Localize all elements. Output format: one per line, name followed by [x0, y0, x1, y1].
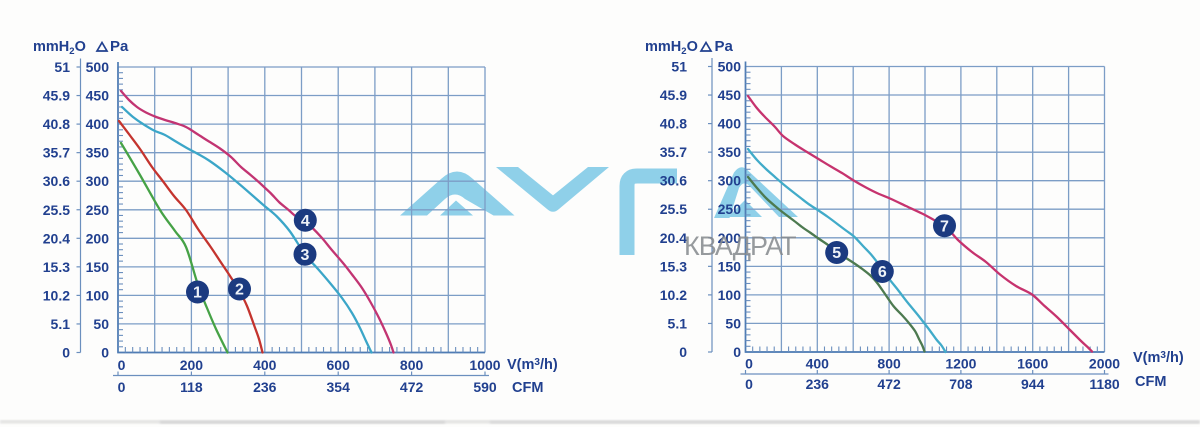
svg-text:944: 944 — [1021, 376, 1045, 392]
svg-text:500: 500 — [86, 59, 110, 75]
svg-text:50: 50 — [725, 315, 741, 331]
svg-text:350: 350 — [718, 144, 742, 160]
svg-text:100: 100 — [718, 287, 742, 303]
svg-text:2000: 2000 — [1089, 356, 1120, 372]
svg-text:50: 50 — [93, 316, 109, 332]
svg-text:200: 200 — [180, 357, 204, 373]
svg-text:200: 200 — [86, 230, 110, 246]
svg-text:45.9: 45.9 — [43, 88, 70, 104]
svg-text:10.2: 10.2 — [43, 287, 70, 303]
svg-text:51: 51 — [671, 59, 687, 75]
svg-text:0: 0 — [101, 345, 109, 361]
svg-text:1600: 1600 — [1017, 356, 1048, 372]
svg-text:2: 2 — [235, 282, 244, 299]
svg-text:708: 708 — [949, 376, 973, 392]
svg-text:25.5: 25.5 — [660, 201, 687, 217]
svg-text:40.8: 40.8 — [43, 116, 70, 132]
svg-text:Pa: Pa — [715, 38, 734, 55]
svg-text:400: 400 — [806, 356, 830, 372]
svg-text:15.3: 15.3 — [660, 258, 687, 274]
svg-text:5.1: 5.1 — [668, 315, 688, 331]
svg-text:40.8: 40.8 — [660, 116, 687, 132]
svg-text:5.1: 5.1 — [51, 316, 71, 332]
svg-text:400: 400 — [718, 116, 742, 132]
svg-text:250: 250 — [718, 201, 742, 217]
svg-text:600: 600 — [327, 357, 351, 373]
svg-text:236: 236 — [253, 379, 277, 395]
svg-text:472: 472 — [400, 379, 424, 395]
svg-text:118: 118 — [180, 379, 203, 395]
svg-text:800: 800 — [400, 357, 424, 373]
svg-text:250: 250 — [86, 202, 110, 218]
svg-text:20.4: 20.4 — [660, 230, 687, 246]
svg-text:0: 0 — [118, 357, 126, 373]
svg-text:10.2: 10.2 — [660, 287, 687, 303]
svg-text:25.5: 25.5 — [43, 202, 70, 218]
svg-text:1: 1 — [193, 285, 202, 302]
svg-text:20.4: 20.4 — [43, 230, 70, 246]
svg-text:354: 354 — [327, 379, 351, 395]
svg-text:450: 450 — [86, 88, 110, 104]
svg-text:590: 590 — [473, 379, 497, 395]
svg-text:3: 3 — [301, 247, 310, 264]
svg-text:51: 51 — [54, 59, 70, 75]
svg-text:CFM: CFM — [512, 380, 543, 396]
svg-text:mmH2O: mmH2O — [33, 39, 86, 57]
svg-text:0: 0 — [733, 344, 741, 360]
svg-text:0: 0 — [745, 376, 753, 392]
svg-text:35.7: 35.7 — [43, 145, 70, 161]
svg-text:mmH2O: mmH2O — [645, 39, 698, 57]
svg-text:0: 0 — [745, 356, 753, 372]
svg-text:4: 4 — [301, 213, 310, 230]
svg-text:30.6: 30.6 — [660, 173, 687, 189]
svg-text:7: 7 — [940, 218, 949, 235]
svg-text:1180: 1180 — [1089, 376, 1120, 392]
svg-text:35.7: 35.7 — [660, 144, 687, 160]
svg-text:15.3: 15.3 — [43, 259, 70, 275]
svg-text:350: 350 — [86, 145, 110, 161]
svg-text:V(m3/h): V(m3/h) — [1133, 350, 1184, 366]
svg-text:CFM: CFM — [1135, 374, 1166, 390]
svg-text:0: 0 — [62, 345, 70, 361]
svg-text:236: 236 — [806, 376, 830, 392]
svg-text:300: 300 — [718, 173, 742, 189]
svg-text:45.9: 45.9 — [660, 87, 687, 103]
svg-text:КВАДРАТ: КВАДРАТ — [684, 231, 796, 261]
svg-text:150: 150 — [86, 259, 110, 275]
svg-text:100: 100 — [86, 287, 110, 303]
svg-text:Pa: Pa — [110, 38, 129, 55]
svg-text:0: 0 — [679, 344, 687, 360]
svg-text:450: 450 — [718, 87, 742, 103]
svg-text:1000: 1000 — [469, 357, 500, 373]
svg-text:5: 5 — [832, 245, 841, 262]
svg-text:472: 472 — [877, 376, 901, 392]
svg-text:1200: 1200 — [945, 356, 976, 372]
svg-text:400: 400 — [253, 357, 277, 373]
svg-text:500: 500 — [718, 59, 742, 75]
svg-text:30.6: 30.6 — [43, 173, 70, 189]
svg-text:6: 6 — [878, 264, 887, 281]
svg-text:150: 150 — [718, 258, 742, 274]
svg-text:200: 200 — [718, 230, 742, 246]
svg-text:V(m3/h): V(m3/h) — [507, 357, 558, 373]
svg-text:0: 0 — [118, 379, 126, 395]
svg-text:800: 800 — [877, 356, 901, 372]
svg-text:300: 300 — [86, 173, 110, 189]
svg-text:400: 400 — [86, 116, 110, 132]
